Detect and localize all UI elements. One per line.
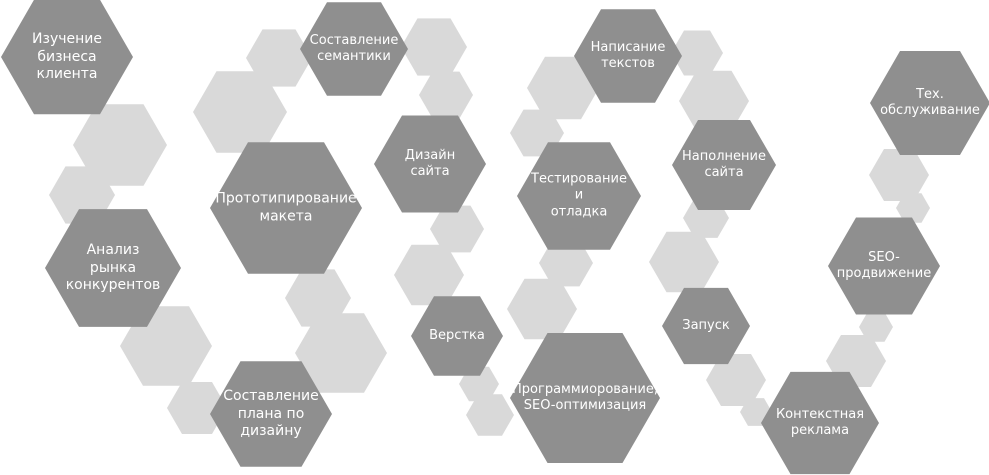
step-business-study-hexagon (1, 0, 133, 115)
decorative-hexagon (401, 18, 467, 76)
step-prototyping-hexagon (210, 142, 362, 274)
decorative-hexagon (394, 244, 464, 306)
step-programming-hexagon (510, 333, 660, 463)
step-maintenance-hexagon (870, 51, 989, 155)
step-layout-hexagon (411, 296, 503, 376)
decorative-hexagon (246, 29, 312, 87)
decorative-hexagon (73, 104, 167, 186)
step-context-ads-hexagon (761, 371, 879, 475)
decorative-hexagon (539, 239, 593, 287)
step-launch-hexagon (662, 287, 750, 365)
step-content-hexagon (672, 120, 776, 210)
decorative-hexagon (679, 70, 749, 132)
decorative-hexagon (649, 231, 719, 293)
decorative-hexagon (671, 30, 723, 76)
step-copywriting-hexagon (574, 9, 682, 103)
step-site-design-hexagon (374, 115, 486, 213)
decorative-hexagon (706, 354, 766, 406)
decorative-hexagon (295, 313, 387, 393)
decorative-hexagon (527, 56, 599, 120)
decorative-hexagon (167, 382, 227, 434)
step-semantics-hexagon (300, 2, 408, 96)
step-market-analysis-hexagon (45, 209, 181, 327)
decorative-hexagon (419, 71, 473, 119)
decorative-hexagon (285, 269, 351, 327)
decorative-hexagons (49, 18, 930, 436)
decorative-hexagon (507, 278, 577, 340)
decorative-hexagon (466, 394, 514, 436)
decorative-hexagon (859, 312, 893, 342)
decorative-hexagon (869, 149, 929, 201)
step-design-plan-hexagon (210, 361, 332, 467)
step-testing-hexagon (517, 142, 641, 250)
step-seo-hexagon (828, 217, 940, 315)
decorative-hexagon (430, 205, 484, 253)
decorative-hexagon (896, 193, 930, 223)
decorative-hexagon (193, 71, 287, 153)
